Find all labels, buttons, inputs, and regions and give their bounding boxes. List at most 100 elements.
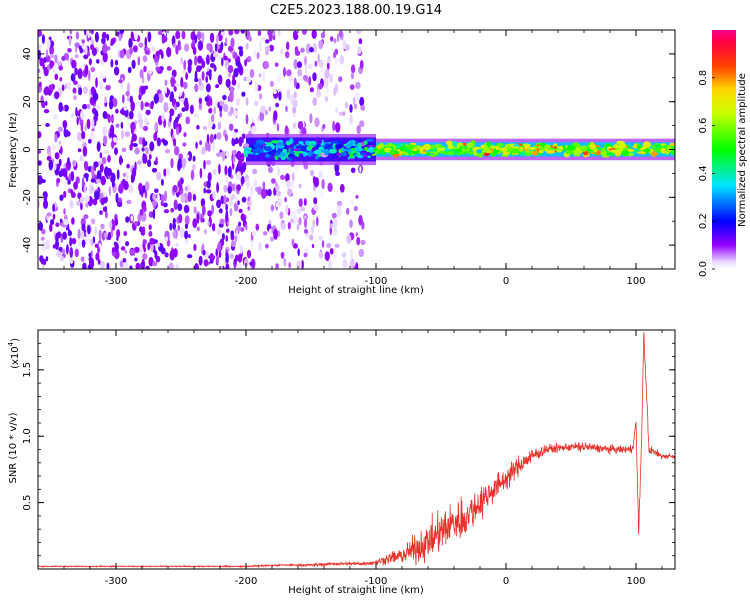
heatmap-cell (143, 153, 148, 164)
heatmap-cell (655, 144, 661, 148)
heatmap-cell (67, 188, 72, 194)
heatmap-cell (324, 251, 330, 261)
heatmap-cell (330, 36, 334, 42)
heatmap-cell (285, 105, 288, 113)
heatmap-cell (75, 31, 80, 40)
heatmap-cell (298, 183, 302, 189)
heatmap-cell (93, 161, 99, 168)
heatmap-cell (184, 230, 189, 240)
heatmap-cell (358, 38, 363, 45)
heatmap-cell (312, 219, 315, 227)
heatmap-cell (461, 146, 466, 153)
heatmap-cell (111, 247, 116, 253)
heatmap-cell (280, 48, 284, 55)
heatmap-cell (90, 178, 96, 183)
heatmap-cell (239, 244, 243, 255)
heatmap-cell (123, 180, 129, 191)
heatmap-cell (188, 234, 191, 239)
heatmap-cell (69, 247, 73, 258)
heatmap-cell (223, 103, 228, 112)
heatmap-cell (126, 95, 130, 102)
heatmap-cell (339, 183, 345, 193)
heatmap-cell (219, 111, 223, 118)
heatmap-cell (255, 223, 260, 231)
heatmap-cell (133, 30, 138, 41)
heatmap-cell (318, 82, 323, 90)
heatmap-cell (326, 62, 330, 71)
heatmap-cell (243, 150, 250, 155)
colorbar-tick-label: 0.4 (698, 165, 709, 181)
heatmap-cell (85, 238, 91, 244)
heatmap-cell (548, 147, 555, 151)
heatmap-cell (143, 246, 146, 253)
snr-scale-prefix: (x10 (10, 346, 21, 369)
heatmap-cell (166, 65, 172, 71)
heatmap-cell (152, 54, 156, 59)
heatmap-cell (120, 108, 125, 115)
heatmap-cell (252, 168, 258, 175)
heatmap-cell (179, 92, 182, 98)
heatmap-cell (333, 248, 338, 259)
heatmap-cell (80, 230, 85, 239)
heatmap-cell (134, 257, 138, 262)
heatmap-cell (291, 172, 295, 182)
heatmap-cell (152, 208, 156, 220)
heatmap-cell (153, 94, 159, 104)
heatmap-cell (359, 120, 365, 128)
figure-title: C2E5.2023.188.00.19.G14 (270, 3, 442, 18)
heatmap-cell (329, 73, 333, 83)
heatmap-cell (100, 175, 107, 186)
heatmap-cell (245, 223, 248, 231)
heatmap-cell (328, 148, 337, 154)
heatmap-cell (193, 206, 197, 214)
heatmap-cell (406, 144, 415, 150)
heatmap-cell (142, 253, 148, 260)
heatmap-cell (59, 77, 63, 82)
heatmap-cell (275, 102, 279, 108)
heatmap-cell (203, 187, 206, 194)
heatmap-cell (310, 225, 315, 234)
heatmap-cell (104, 96, 107, 104)
heatmap-cell (356, 125, 361, 135)
heatmap-cell (185, 238, 189, 244)
heatmap-cell (177, 203, 183, 211)
heatmap-cell (269, 236, 275, 242)
snr-scale-suffix: ) (10, 338, 21, 342)
heatmap-cell (225, 151, 230, 158)
heatmap-cell (204, 250, 209, 259)
heatmap-cell (220, 31, 226, 36)
heatmap-cell (49, 40, 55, 48)
heatmap-cell (223, 55, 228, 61)
heatmap-cell (360, 239, 366, 246)
heatmap-cell (198, 77, 202, 86)
heatmap-cell (298, 141, 304, 145)
heatmap-cell (220, 195, 225, 205)
heatmap-cell (254, 100, 259, 107)
heatmap-cell (379, 142, 384, 149)
heatmap-cell (92, 107, 97, 115)
heatmap-cell (354, 146, 363, 152)
heatmap-cell (175, 263, 180, 269)
heatmap-cell (320, 149, 328, 153)
heatmap-cell (125, 90, 130, 97)
heatmap-cell (187, 58, 193, 67)
heatmap-cell (103, 232, 108, 238)
heatmap-cell (112, 97, 118, 108)
heatmap-cell (103, 134, 108, 146)
heatmap-cell (77, 192, 82, 199)
heatmap-cell (264, 154, 269, 158)
heatmap-cell (287, 153, 296, 158)
heatmap-cell (305, 43, 311, 54)
heatmap-cell (101, 37, 106, 44)
heatmap-ylabel: Frequency (Hz) (8, 112, 19, 188)
heatmap-cell (297, 69, 303, 77)
heatmap-cell (286, 69, 292, 77)
heatmap-cell (194, 70, 198, 81)
heatmap-cell (183, 132, 187, 138)
heatmap-cell (193, 243, 197, 251)
heatmap-cell (147, 31, 152, 43)
heatmap-cell (298, 198, 303, 208)
heatmap-cell (59, 255, 64, 262)
heatmap-cell (331, 212, 337, 219)
heatmap-cell (84, 124, 87, 132)
